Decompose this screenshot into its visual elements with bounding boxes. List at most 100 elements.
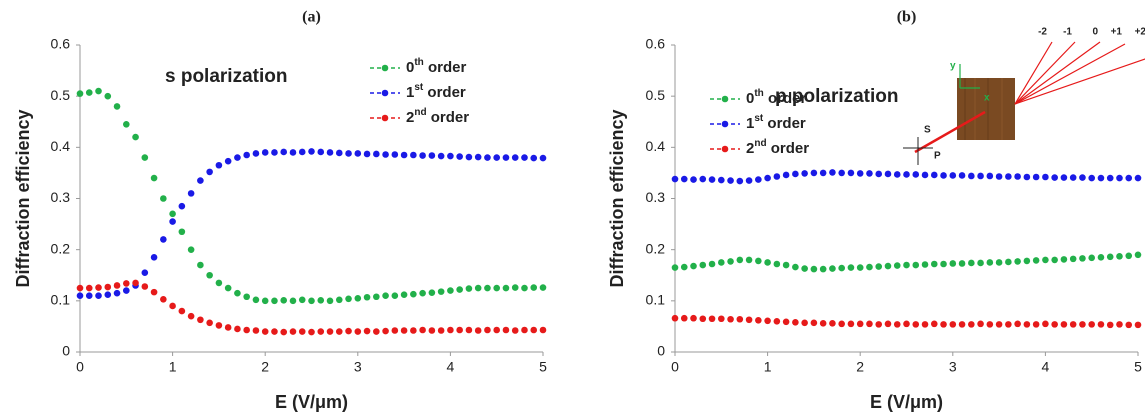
point (1060, 174, 1068, 181)
point (261, 297, 269, 305)
point (792, 263, 799, 271)
y-tick-label: 0.4 (646, 138, 666, 154)
point (224, 324, 232, 331)
point (280, 148, 288, 156)
point (326, 328, 334, 335)
y-tick-label: 0.6 (646, 36, 666, 52)
point (699, 175, 707, 183)
point (493, 154, 501, 161)
point (1042, 173, 1049, 181)
inset-label: y (950, 61, 956, 72)
point (382, 327, 389, 335)
point (949, 172, 957, 179)
point (1125, 321, 1133, 329)
point (400, 151, 408, 159)
y-axis-title: Diffraction efficiency (13, 109, 33, 287)
point (1005, 321, 1012, 328)
point (755, 257, 762, 265)
legend-label: 1st order (406, 82, 466, 101)
point (903, 261, 910, 269)
point (363, 293, 371, 301)
x-tick-label: 4 (447, 359, 455, 375)
point (280, 328, 288, 336)
point (539, 284, 547, 291)
point (187, 312, 195, 320)
point (511, 284, 519, 291)
point (150, 174, 158, 182)
point (280, 297, 288, 304)
point (76, 90, 84, 97)
point (363, 327, 371, 335)
point (819, 265, 827, 273)
point (1116, 321, 1123, 328)
point (317, 148, 325, 156)
point (95, 292, 102, 300)
series (76, 148, 547, 300)
point (382, 292, 389, 300)
point (261, 328, 269, 335)
legend-marker (381, 114, 389, 122)
point (801, 265, 808, 272)
point (113, 103, 121, 110)
y-tick-label: 0.4 (51, 138, 71, 154)
point (921, 261, 929, 268)
point (986, 259, 994, 266)
point (419, 152, 426, 159)
point (1060, 321, 1068, 328)
point (252, 150, 260, 157)
point (801, 170, 808, 177)
point (169, 210, 176, 218)
point (958, 321, 966, 328)
point (940, 260, 947, 268)
point (224, 284, 232, 292)
point (308, 328, 315, 336)
point (484, 326, 491, 334)
point (1088, 254, 1095, 262)
point (1032, 173, 1040, 181)
point (921, 321, 929, 328)
point (391, 327, 399, 334)
point (986, 172, 994, 180)
point (718, 176, 725, 184)
point (893, 171, 901, 178)
point (856, 264, 864, 271)
point (690, 262, 697, 270)
x-tick-label: 5 (539, 359, 547, 375)
y-tick-label: 0.1 (51, 292, 71, 308)
point (1079, 174, 1086, 181)
point (819, 169, 827, 177)
point (474, 327, 482, 334)
point (968, 321, 975, 328)
point (493, 326, 501, 334)
point (1106, 253, 1114, 261)
point (1134, 251, 1142, 259)
point (884, 262, 892, 270)
y-tick-label: 0.5 (51, 87, 71, 103)
point (123, 280, 130, 287)
point (782, 171, 790, 179)
point (484, 154, 491, 161)
point (502, 284, 510, 292)
point (447, 152, 454, 160)
x-tick-label: 1 (169, 359, 177, 375)
point (1097, 174, 1105, 182)
point (354, 328, 362, 335)
point (810, 319, 818, 327)
point (1106, 174, 1114, 182)
point (326, 149, 334, 156)
point (782, 261, 790, 269)
point (465, 285, 473, 292)
point (123, 287, 130, 294)
point (335, 149, 343, 157)
y-tick-label: 0.5 (646, 87, 666, 103)
point (792, 170, 799, 178)
point (104, 283, 112, 291)
point (1014, 258, 1021, 265)
legend-marker (381, 64, 389, 72)
point (1023, 321, 1031, 328)
x-axis-title: E (V/μm) (275, 392, 348, 412)
y-tick-label: 0 (62, 343, 70, 359)
y-tick-label: 0.1 (646, 292, 666, 308)
point (1125, 252, 1133, 260)
point (764, 174, 771, 182)
